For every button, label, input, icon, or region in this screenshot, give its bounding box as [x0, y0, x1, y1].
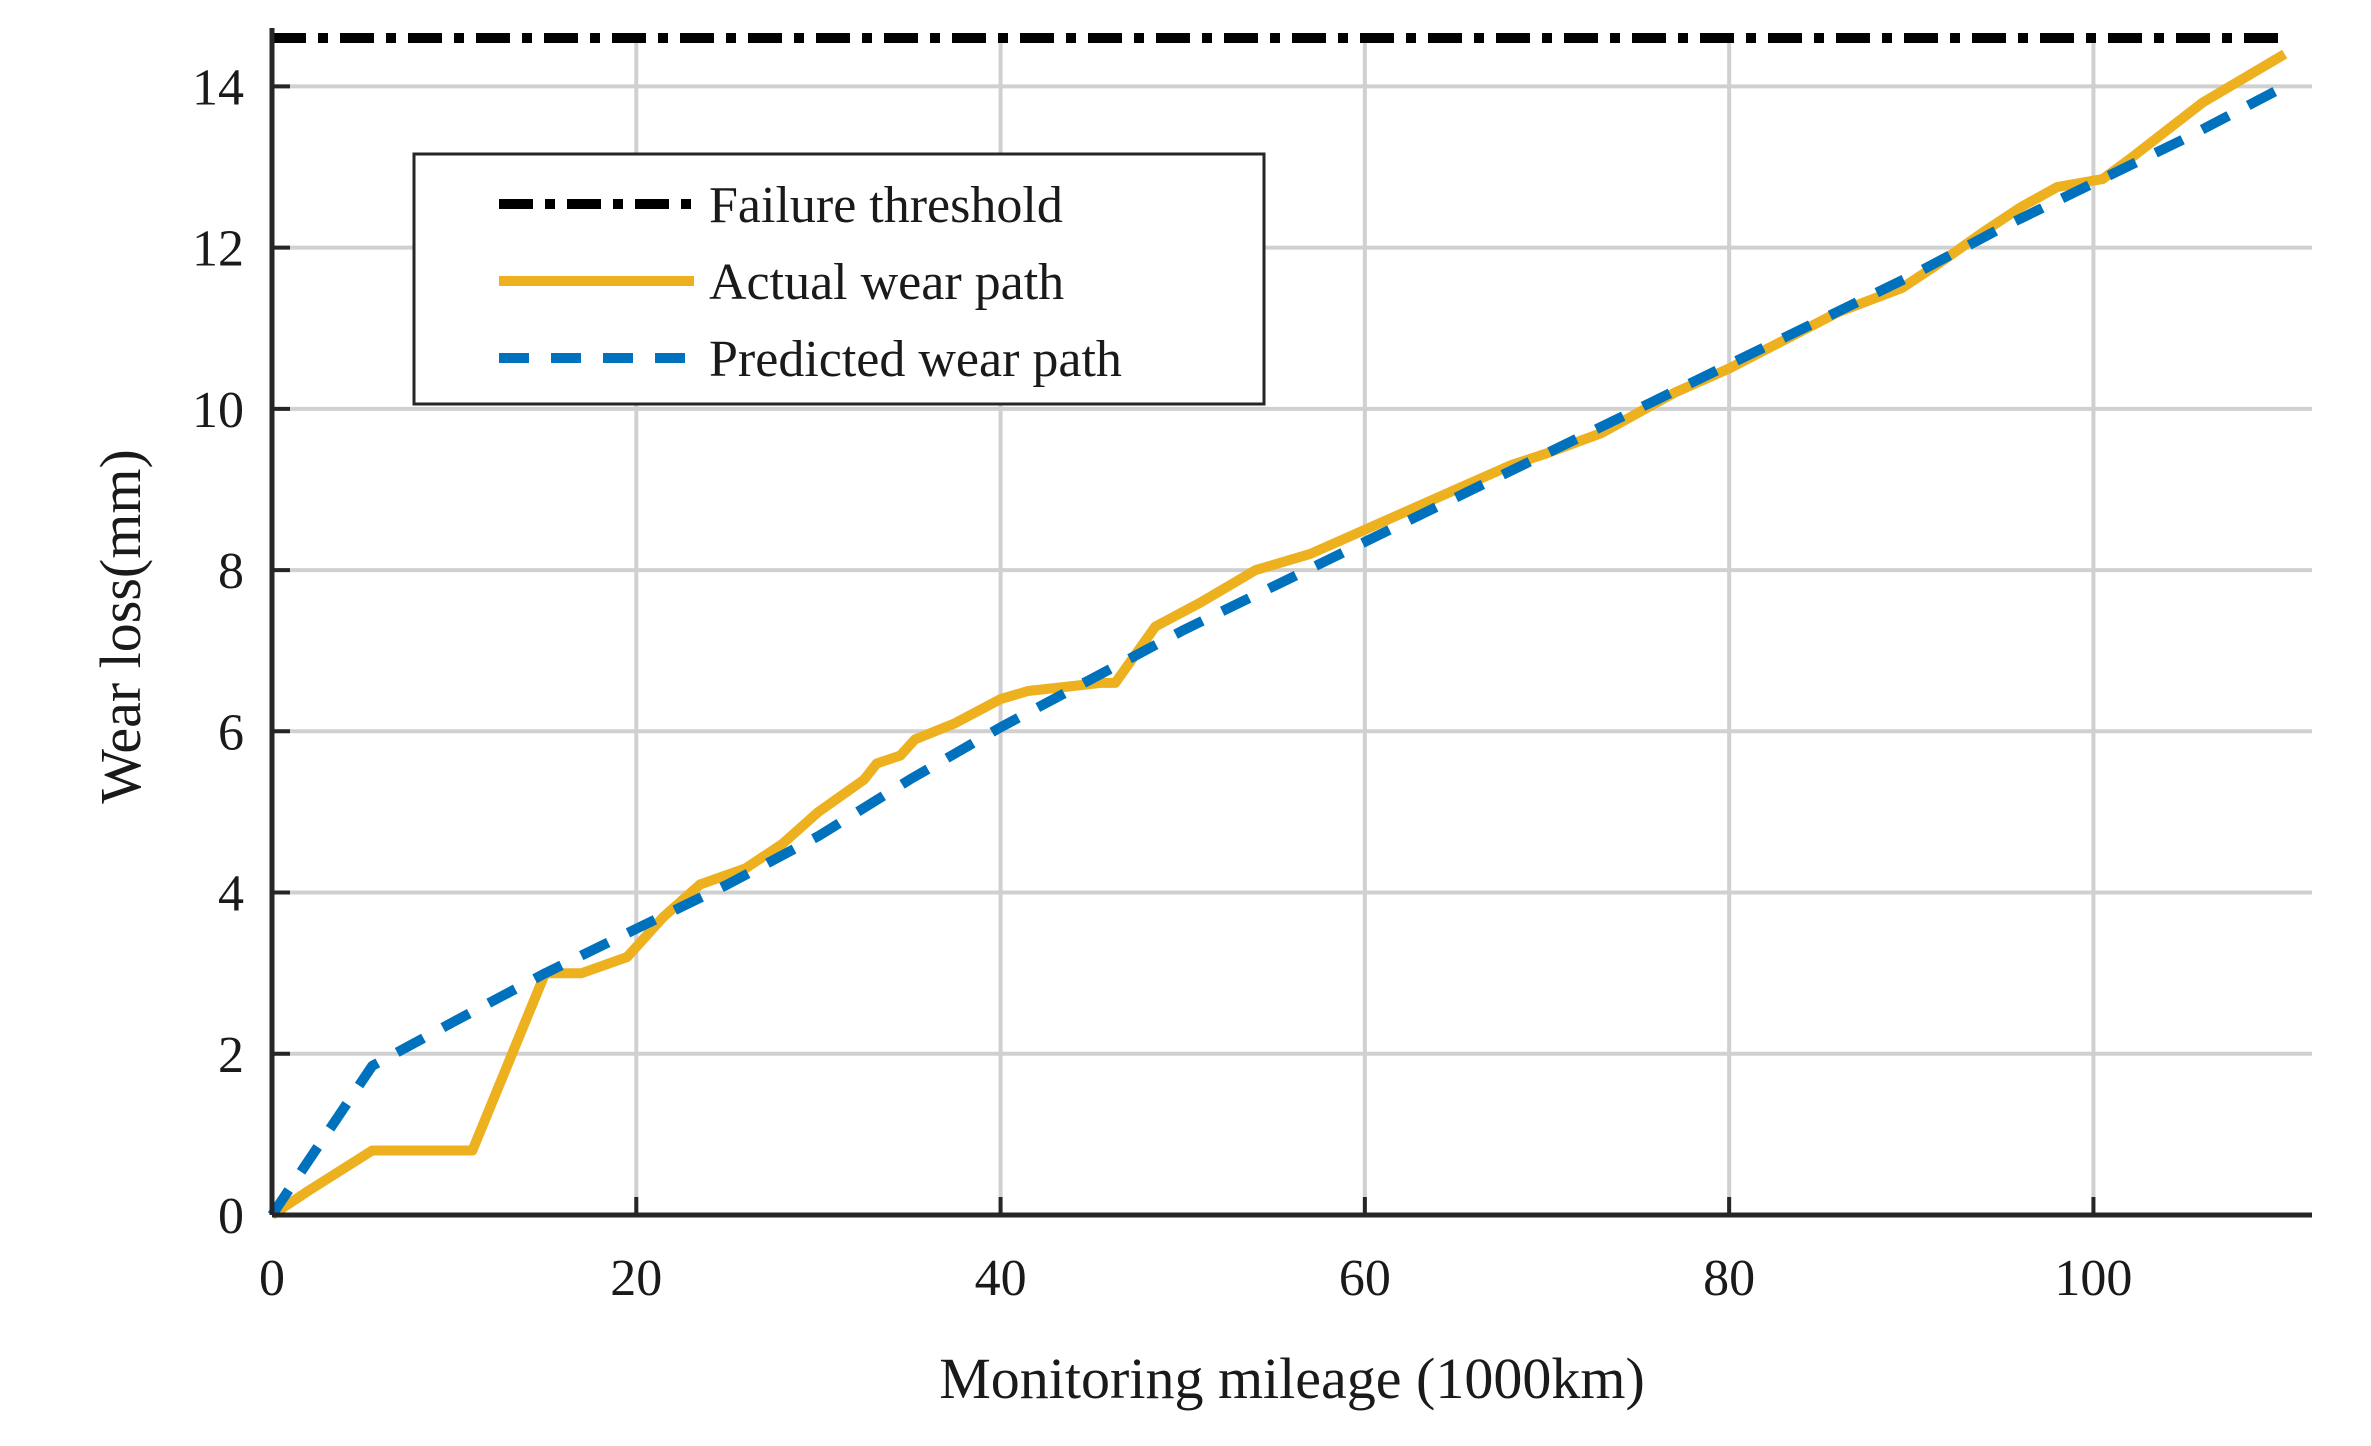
x-tick-label-20: 20: [610, 1250, 662, 1307]
y-tick-label-6: 6: [218, 704, 244, 761]
legend-label-predicted-wear-path: Predicted wear path: [709, 331, 1122, 388]
y-tick-label-12: 12: [192, 221, 244, 278]
series-lines: [267, 33, 2288, 1220]
y-tick-label-2: 2: [218, 1027, 244, 1084]
y-axis-title: Wear loss(mm): [88, 449, 153, 804]
x-tick-label-40: 40: [975, 1250, 1027, 1307]
x-tick-label-100: 100: [2054, 1250, 2132, 1307]
y-tick-label-8: 8: [218, 543, 244, 600]
x-tick-label-60: 60: [1339, 1250, 1391, 1307]
y-tick-label-14: 14: [192, 59, 244, 116]
y-tick-label-4: 4: [218, 866, 244, 923]
legend-label-actual-wear-path: Actual wear path: [709, 254, 1064, 311]
legend-label-failure-threshold: Failure threshold: [709, 177, 1063, 234]
y-tick-label-10: 10: [192, 382, 244, 439]
axes: [269, 28, 2312, 1218]
x-tick-label-0: 0: [259, 1250, 285, 1307]
tick-labels: 0 20 40 60 80 100 0 2 4 6 8 10 12 14: [192, 59, 2132, 1307]
x-tick-label-80: 80: [1703, 1250, 1755, 1307]
x-axis-title: Monitoring mileage (1000km): [939, 1346, 1645, 1411]
legend: Failure threshold Actual wear path Predict…: [412, 152, 1266, 406]
y-tick-label-0: 0: [218, 1188, 244, 1245]
series-line-predicted-wear-path: [267, 81, 2288, 1218]
